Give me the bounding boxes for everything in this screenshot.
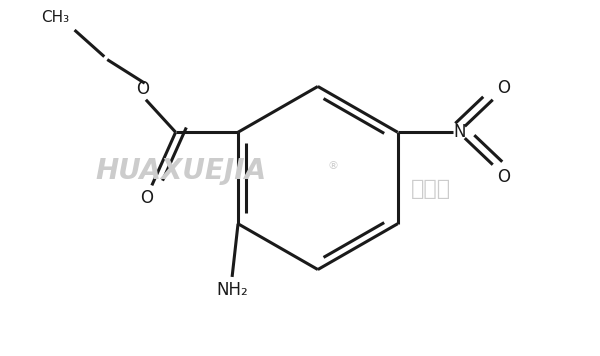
Text: O: O — [136, 80, 149, 98]
Text: CH₃: CH₃ — [41, 10, 69, 25]
Text: O: O — [140, 189, 154, 208]
Text: N: N — [454, 122, 466, 141]
Text: HUAXUEJIA: HUAXUEJIA — [95, 157, 266, 185]
Text: O: O — [497, 168, 510, 185]
Text: 化学加: 化学加 — [411, 178, 451, 199]
Text: NH₂: NH₂ — [216, 281, 248, 299]
Text: O: O — [497, 79, 510, 97]
Text: ®: ® — [327, 161, 338, 171]
